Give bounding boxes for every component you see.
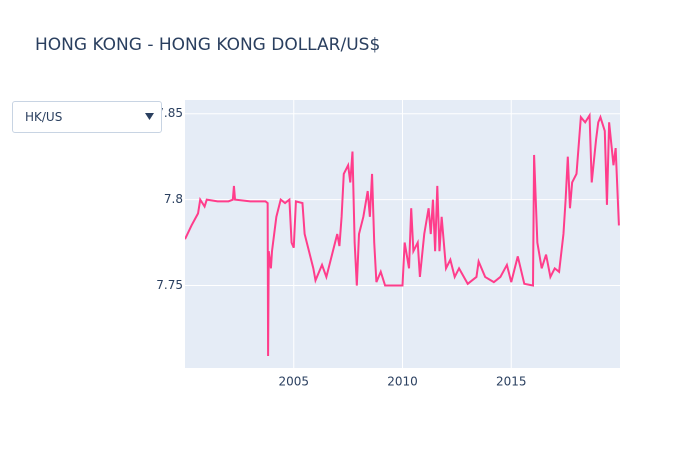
- x-tick-label: 2015: [496, 375, 527, 389]
- data-line: [185, 112, 620, 356]
- chart-title: HONG KONG - HONG KONG DOLLAR/US$: [35, 35, 380, 55]
- y-tick-label: 7.8: [164, 192, 183, 206]
- x-tick-label: 2010: [387, 375, 418, 389]
- y-tick-label: 7.85: [156, 106, 183, 120]
- x-tick-label: 2005: [278, 375, 309, 389]
- dropdown-arrow: [145, 113, 154, 120]
- dropdown[interactable]: HK/US: [12, 101, 162, 133]
- y-tick-label: 7.75: [156, 278, 183, 292]
- dropdown-label: HK/US: [25, 110, 63, 124]
